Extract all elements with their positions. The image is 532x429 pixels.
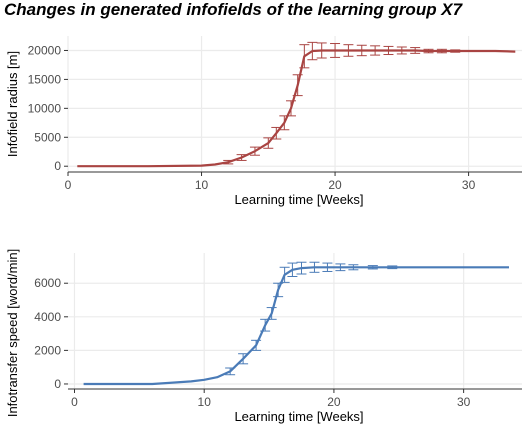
radius-y-axis-title: Infofield radius [m] [5, 51, 20, 157]
speed-panel: 0 10 20 30 0 2000 4000 6000 Learning time [Weeks… [5, 249, 522, 424]
speed-y-tick-label: 6000 [34, 276, 61, 290]
radius-x-tick-label: 30 [462, 178, 476, 192]
radius-y-tick-label: 15000 [28, 72, 62, 86]
radius-y-tick-label: 0 [54, 159, 61, 173]
speed-x-tick-label: 20 [327, 395, 341, 409]
radius-series-line [77, 49, 516, 168]
speed-y-axis-title: Infotransfer speed [word/min] [5, 249, 20, 417]
radius-y-tick-label: 10000 [28, 101, 62, 115]
speed-x-tick-label: 10 [198, 395, 212, 409]
radius-y-tick-label: 5000 [34, 130, 61, 144]
speed-y-tick-label: 0 [54, 377, 61, 391]
speed-x-axis-title: Learning time [Weeks] [234, 409, 363, 424]
radius-x-tick-label: 10 [195, 178, 209, 192]
radius-y-tick-label: 20000 [28, 43, 62, 57]
speed-x-tick-label: 0 [71, 395, 78, 409]
speed-y-tick-label: 4000 [34, 310, 61, 324]
speed-x-tick-label: 30 [457, 395, 471, 409]
radius-panel: 0 10 20 30 0 5000 10000 15000 20000 Learning time… [5, 36, 522, 207]
radius-x-tick-label: 20 [328, 178, 342, 192]
radius-x-axis-title: Learning time [Weeks] [234, 192, 363, 207]
speed-series-line [83, 266, 509, 386]
chart-title: Changes in generated infofields of the l… [4, 0, 463, 19]
radius-x-tick-label: 0 [65, 178, 72, 192]
speed-y-tick-label: 2000 [34, 343, 61, 357]
